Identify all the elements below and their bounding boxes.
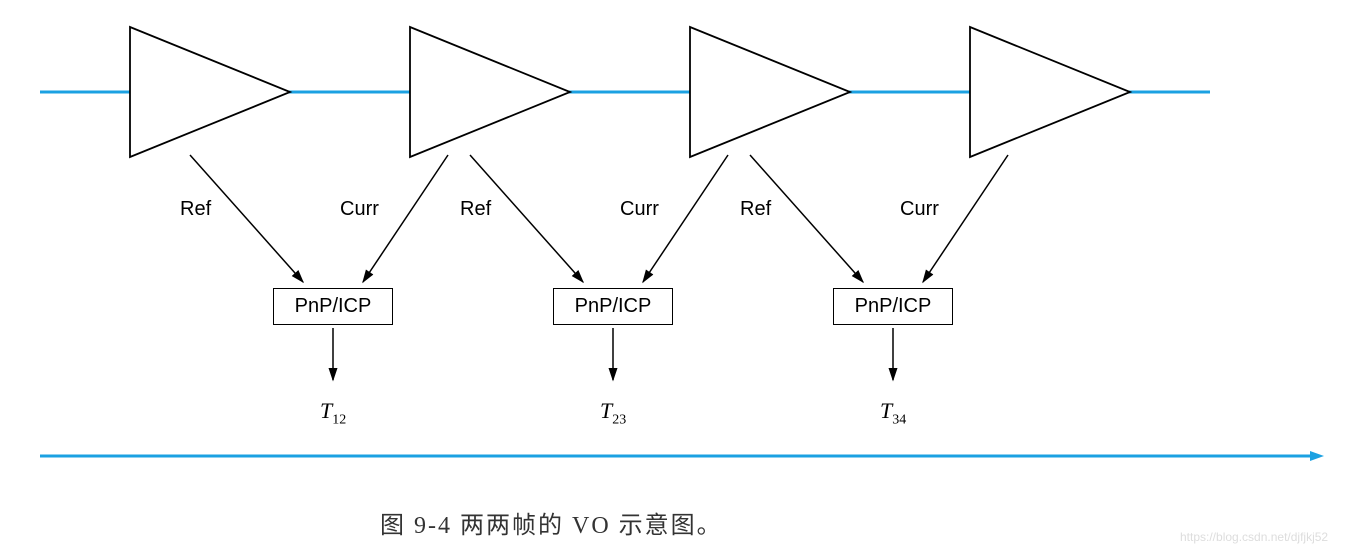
ref-label: Ref (180, 198, 211, 221)
transform-label: T23 (600, 398, 626, 428)
ref-label: Ref (460, 198, 491, 221)
pnp-icp-box: PnP/ICP (833, 288, 953, 325)
curr-label: Curr (620, 198, 659, 221)
camera-triangle (130, 27, 290, 157)
transform-subscript: 23 (612, 412, 626, 427)
diagram-svg (0, 0, 1359, 552)
curr-label: Curr (340, 198, 379, 221)
ref-label: Ref (740, 198, 771, 221)
pnp-icp-box: PnP/ICP (273, 288, 393, 325)
figure-caption: 图 9-4 两两帧的 VO 示意图。 (380, 505, 723, 540)
transform-label: T34 (880, 398, 906, 428)
transform-symbol: T (880, 398, 892, 423)
camera-triangle (410, 27, 570, 157)
transform-subscript: 34 (892, 412, 906, 427)
transform-subscript: 12 (332, 412, 346, 427)
transform-symbol: T (600, 398, 612, 423)
pnp-icp-box: PnP/ICP (553, 288, 673, 325)
camera-triangle (970, 27, 1130, 157)
transform-symbol: T (320, 398, 332, 423)
transform-label: T12 (320, 398, 346, 428)
camera-triangle (690, 27, 850, 157)
vo-diagram: PnP/ICP PnP/ICP PnP/ICP Ref Ref Ref Curr Curr Cu… (0, 0, 1359, 552)
watermark-text: https://blog.csdn.net/djfjkj52 (1180, 530, 1328, 544)
curr-label: Curr (900, 198, 939, 221)
